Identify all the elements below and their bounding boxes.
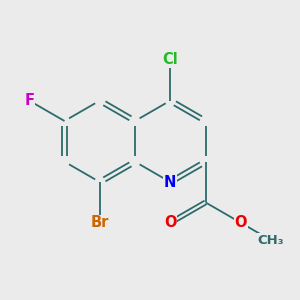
Text: O: O bbox=[164, 215, 176, 230]
Text: N: N bbox=[164, 175, 176, 190]
Text: CH₃: CH₃ bbox=[257, 234, 284, 247]
Text: Cl: Cl bbox=[162, 52, 178, 68]
Text: O: O bbox=[235, 215, 247, 230]
Text: F: F bbox=[24, 93, 34, 108]
Text: Br: Br bbox=[91, 215, 109, 230]
